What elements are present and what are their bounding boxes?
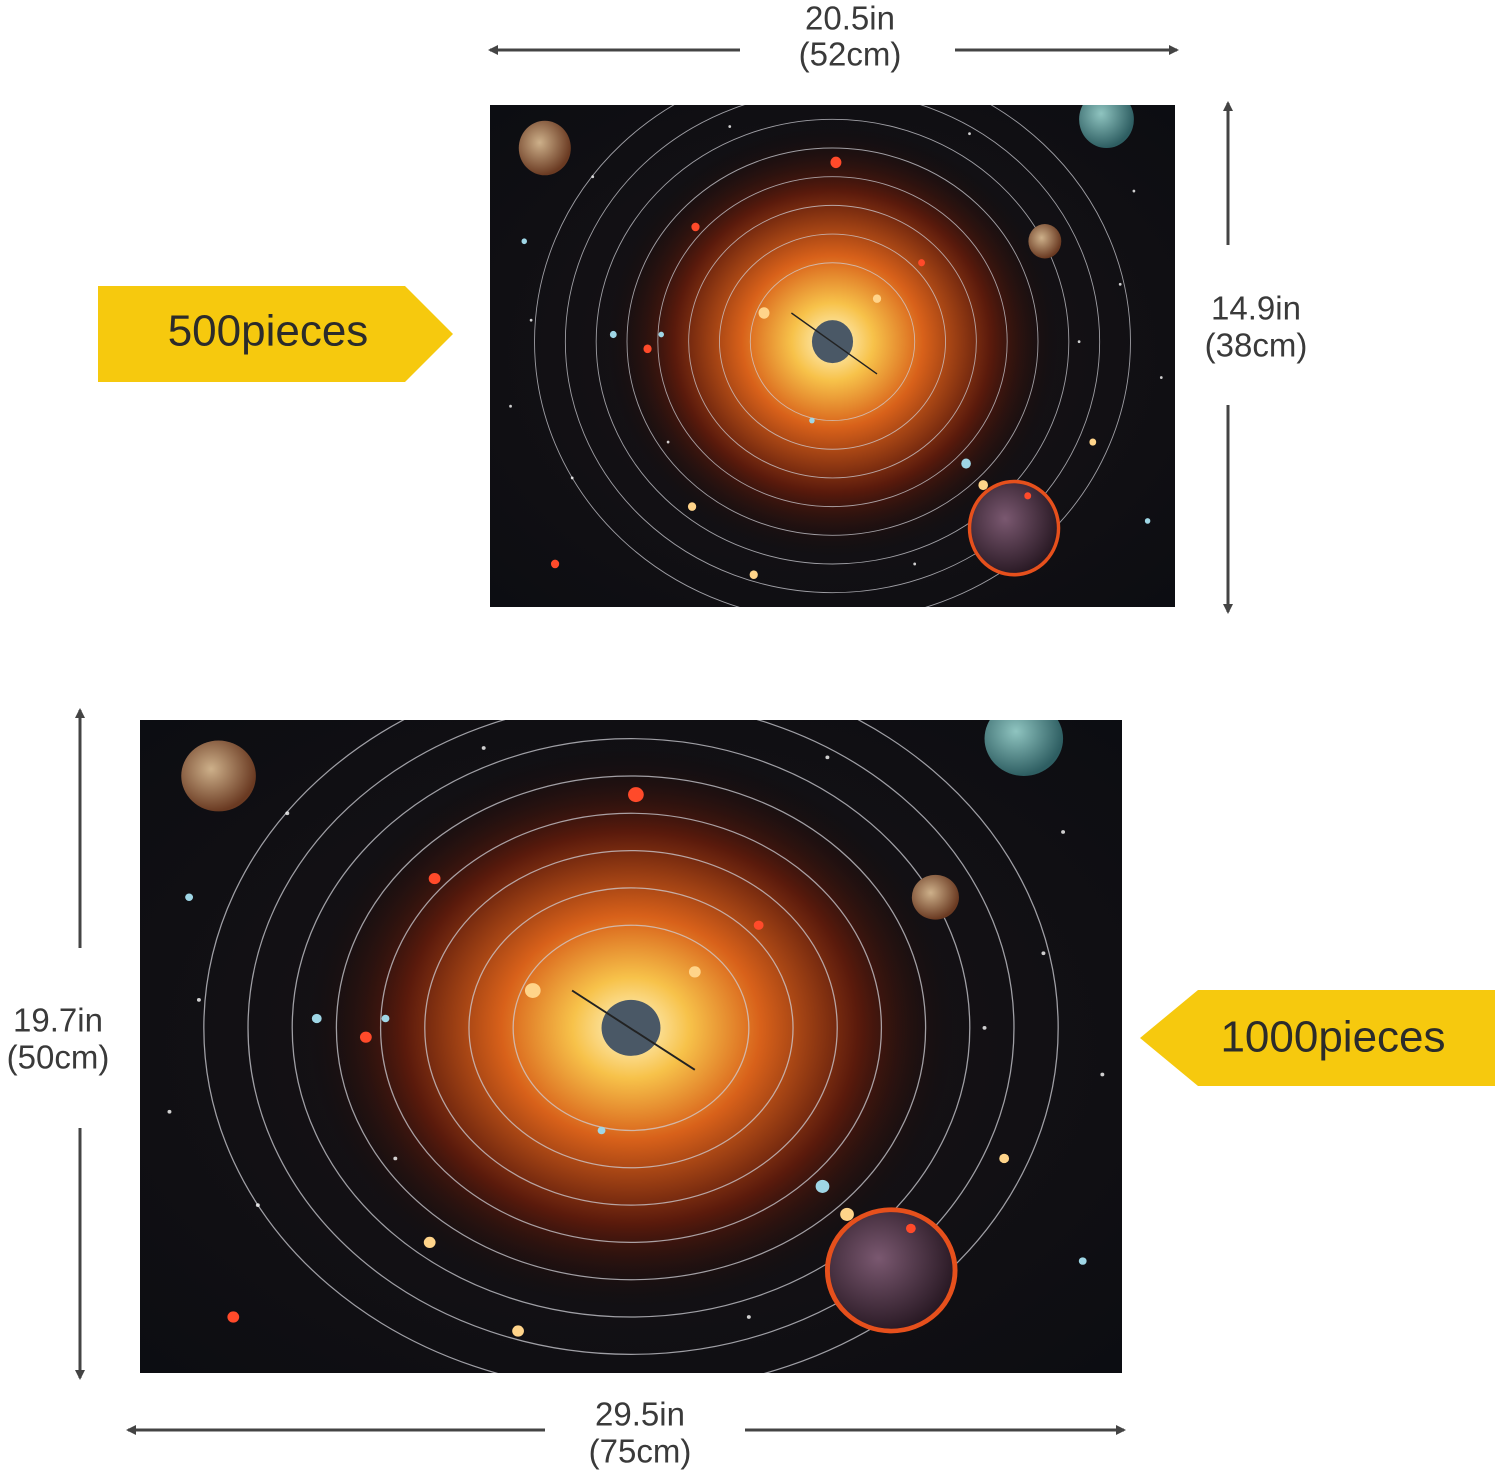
- width-cm: (75cm): [589, 1433, 692, 1470]
- width-inches: 20.5in: [805, 0, 895, 37]
- badge-label: 1000pieces: [1220, 1013, 1445, 1062]
- badge-label: 500pieces: [168, 307, 369, 356]
- badge: [1140, 990, 1495, 1086]
- height-cm: (50cm): [7, 1039, 110, 1076]
- height-cm: (38cm): [1205, 327, 1308, 364]
- puzzle-image: [490, 105, 1175, 607]
- width-inches: 29.5in: [595, 1396, 685, 1433]
- puzzle-image: [140, 664, 1122, 1392]
- height-inches: 14.9in: [1211, 290, 1301, 327]
- width-cm: (52cm): [799, 36, 902, 73]
- badge: [98, 286, 453, 382]
- height-inches: 19.7in: [13, 1002, 103, 1039]
